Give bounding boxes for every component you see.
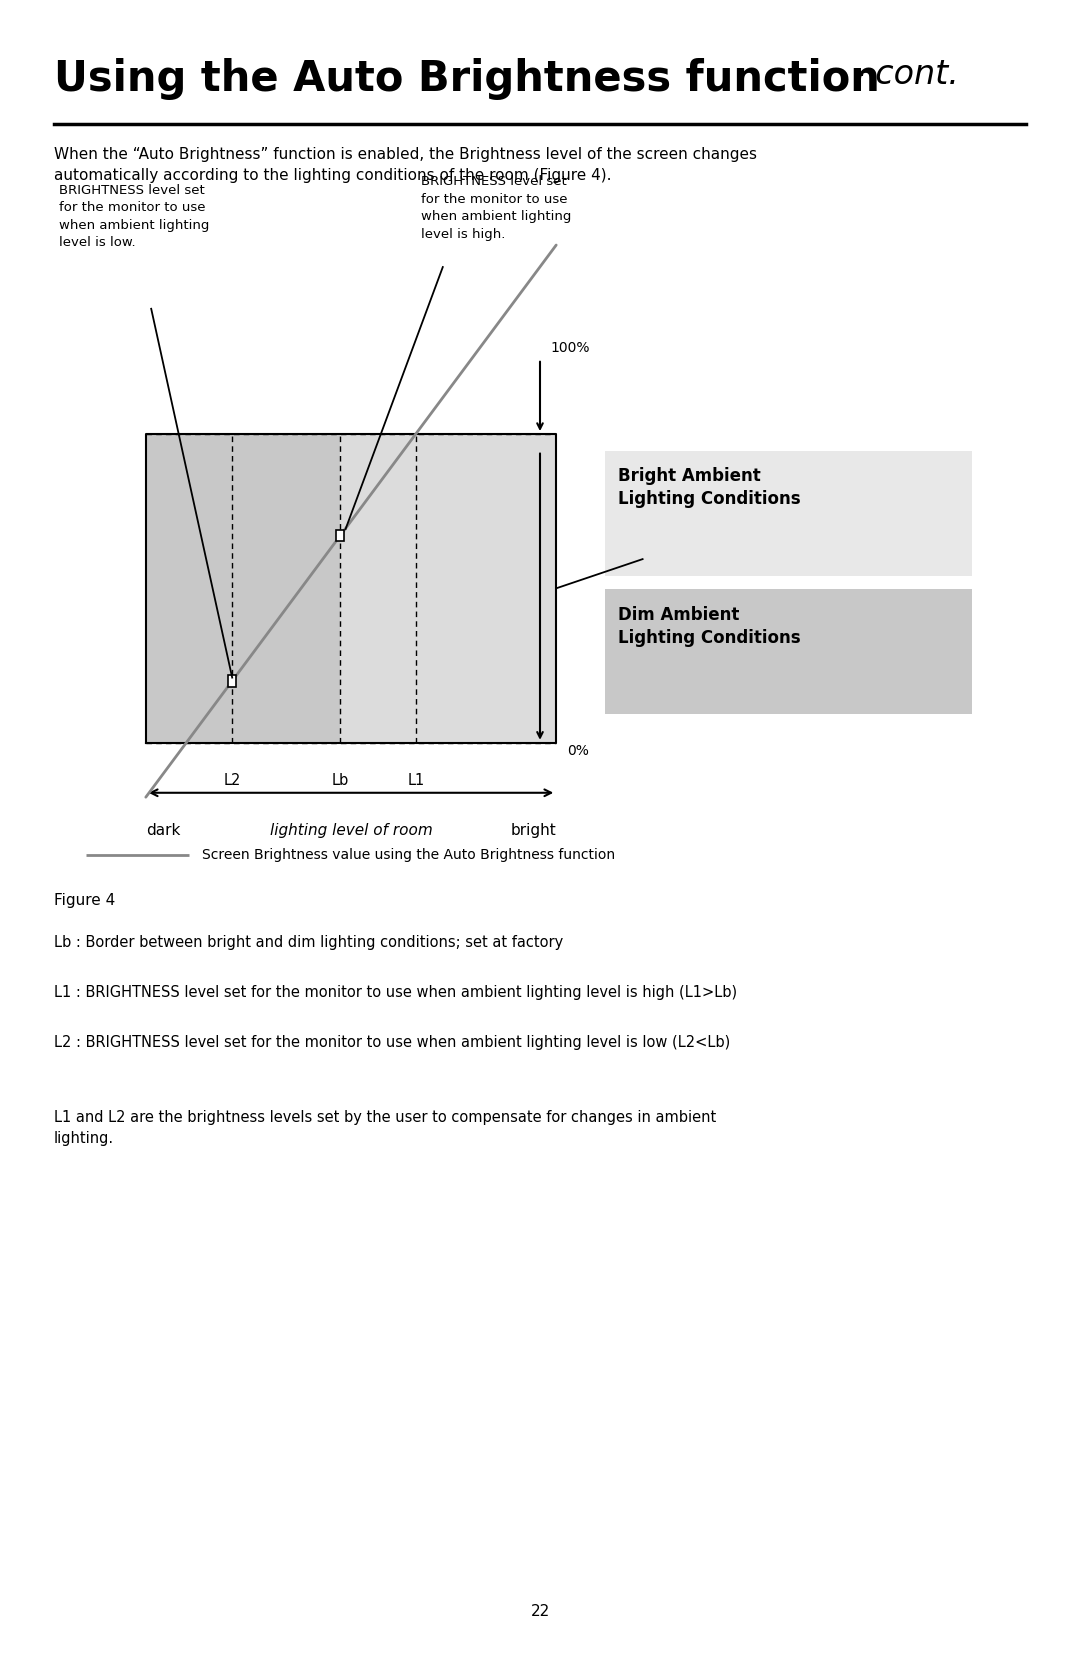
Text: bright: bright [511,823,556,838]
Text: L1: L1 [407,773,424,788]
Text: 0%: 0% [567,744,589,758]
Text: Using the Auto Brightness function: Using the Auto Brightness function [54,58,880,100]
Text: lighting level of room: lighting level of room [270,823,432,838]
Text: Bright Ambient
Lighting Conditions: Bright Ambient Lighting Conditions [618,467,800,509]
Text: L1 and L2 are the brightness levels set by the user to compensate for changes in: L1 and L2 are the brightness levels set … [54,1110,716,1147]
Text: Dim Ambient
Lighting Conditions: Dim Ambient Lighting Conditions [618,606,800,648]
Bar [229,674,235,686]
Text: L1 : BRIGHTNESS level set for the monitor to use when ambient lighting level is : L1 : BRIGHTNESS level set for the monito… [54,985,738,1000]
Text: - cont.: - cont. [842,58,959,92]
Text: dark: dark [146,823,180,838]
Bar [605,589,972,714]
Text: 22: 22 [530,1604,550,1619]
Bar [605,451,972,576]
Text: Screen Brightness value using the Auto Brightness function: Screen Brightness value using the Auto B… [202,848,616,861]
Text: 100%: 100% [551,342,591,355]
Text: Figure 4: Figure 4 [54,893,116,908]
Text: L2 : BRIGHTNESS level set for the monitor to use when ambient lighting level is : L2 : BRIGHTNESS level set for the monito… [54,1035,730,1050]
Text: L2: L2 [224,773,241,788]
Text: BRIGHTNESS range: BRIGHTNESS range [648,552,782,566]
Text: Lb: Lb [332,773,349,788]
Bar [146,434,340,743]
Bar [337,529,343,541]
Bar [340,434,556,743]
Text: BRIGHTNESS level set
for the monitor to use
when ambient lighting
level is high.: BRIGHTNESS level set for the monitor to … [421,175,571,240]
Text: Lb : Border between bright and dim lighting conditions; set at factory: Lb : Border between bright and dim light… [54,935,564,950]
Text: BRIGHTNESS level set
for the monitor to use
when ambient lighting
level is low.: BRIGHTNESS level set for the monitor to … [59,184,210,249]
Text: When the “Auto Brightness” function is enabled, the Brightness level of the scre: When the “Auto Brightness” function is e… [54,147,757,184]
